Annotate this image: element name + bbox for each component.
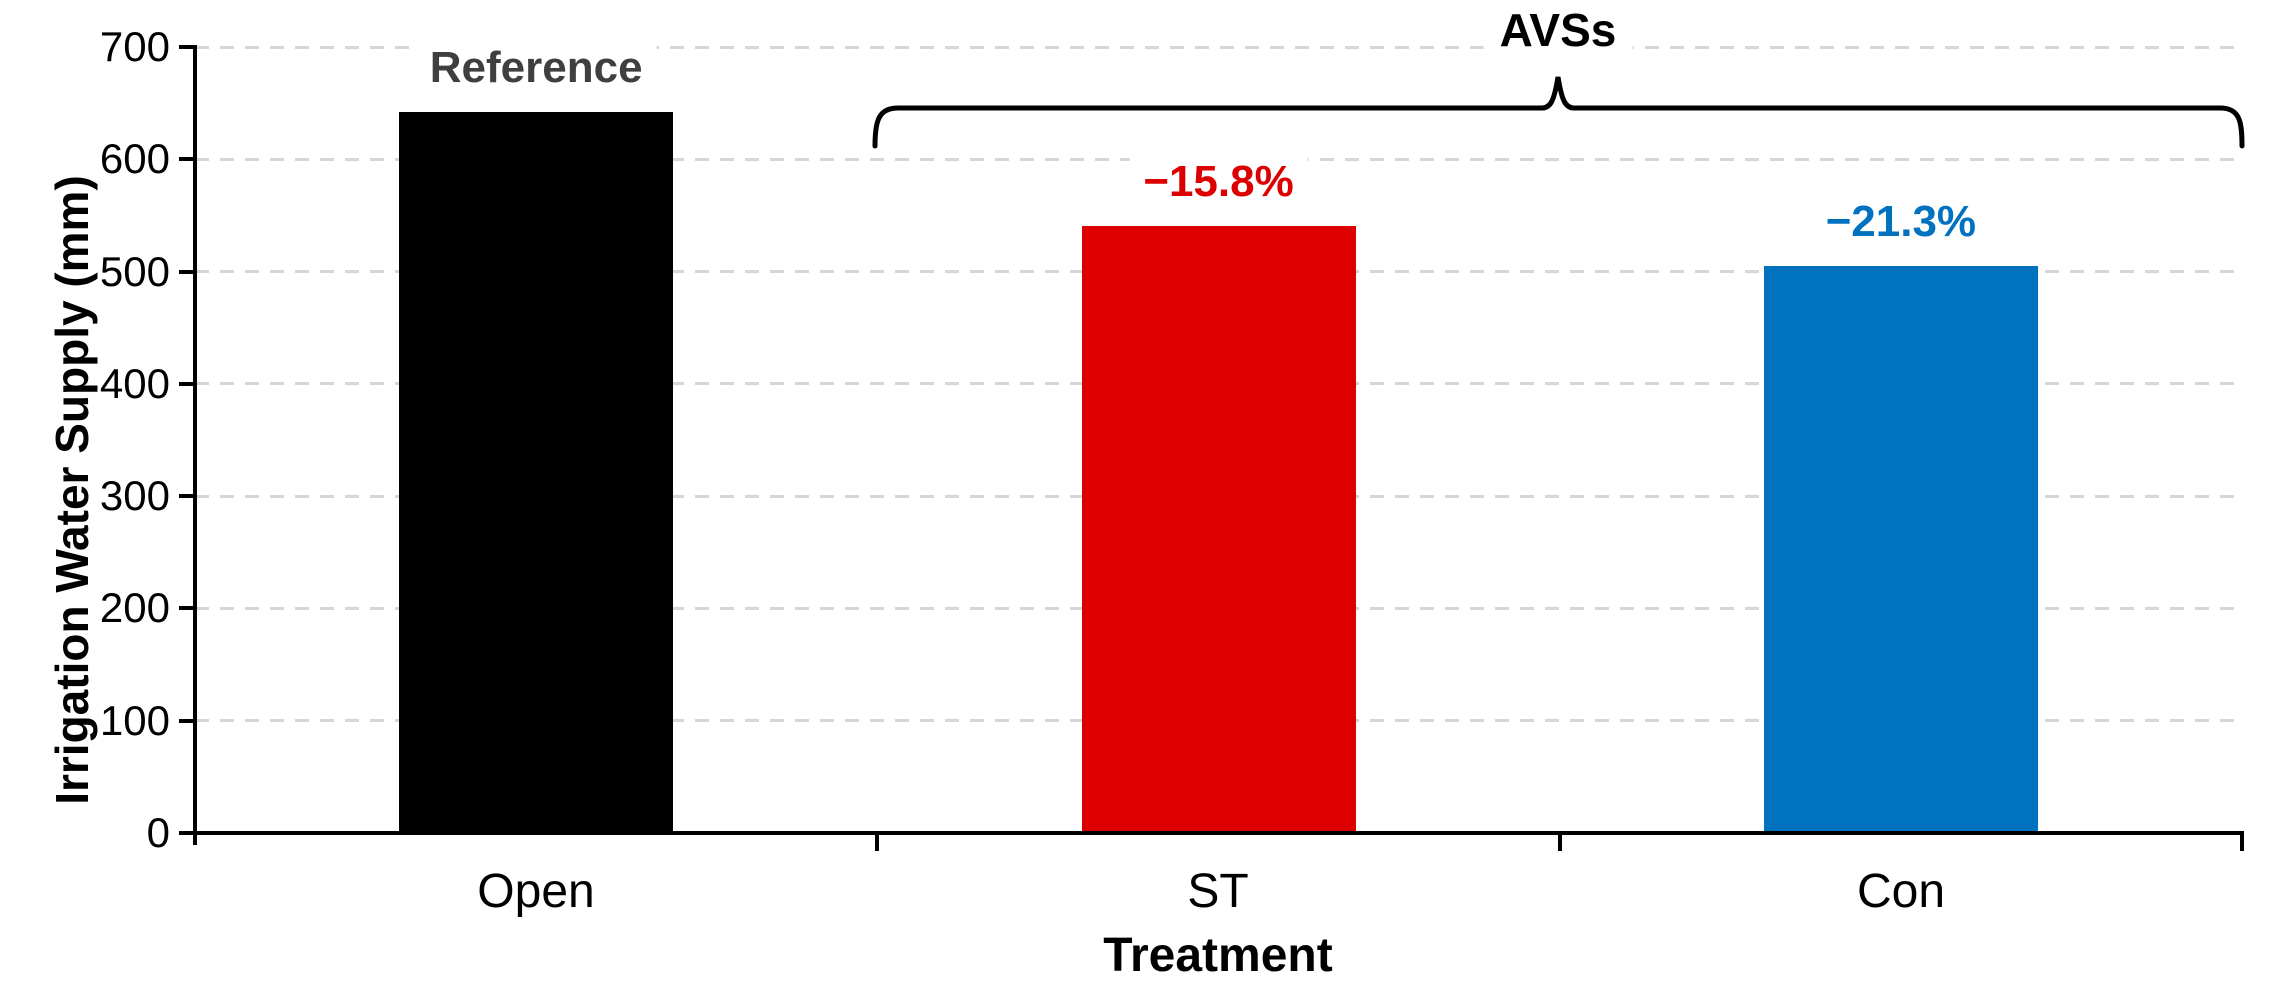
bar-con: [1763, 265, 2038, 833]
x-axis-tick: [2240, 831, 2244, 851]
x-category-label-st: ST: [1187, 865, 1249, 918]
y-axis-tick: [179, 269, 195, 274]
y-tick-label: 500: [99, 248, 170, 295]
group-annotation-label: AVSs: [1483, 2, 1633, 58]
y-axis: [193, 45, 197, 845]
y-axis-tick: [179, 45, 195, 49]
bar-st: [1081, 225, 1356, 833]
y-tick-label: 600: [99, 135, 170, 182]
y-axis-tick: [179, 718, 195, 723]
bar-annotation-con-percent: −21.3%: [1811, 193, 1991, 250]
y-tick-label: 300: [99, 472, 170, 519]
x-axis-tick: [875, 831, 880, 851]
y-tick-label: 100: [99, 697, 170, 744]
y-axis-tick: [179, 381, 195, 386]
x-axis: [193, 831, 2244, 835]
x-axis-tick: [1557, 831, 1562, 851]
bar-annotation-reference: Reference: [415, 40, 657, 97]
x-axis-title: Treatment: [1103, 929, 1333, 982]
y-tick-label: 200: [99, 584, 170, 631]
y-tick-label: 0: [146, 809, 170, 856]
y-axis-tick: [179, 606, 195, 611]
bar-annotation-st-percent: −15.8%: [1129, 153, 1308, 210]
y-tick-label: 700: [99, 23, 170, 70]
y-tick-label: 400: [99, 360, 170, 407]
y-axis-tick: [179, 157, 195, 162]
bar-open: [399, 112, 674, 833]
y-axis-tick: [179, 831, 195, 835]
x-category-label-con: Con: [1856, 865, 1946, 918]
gridline-700: [195, 45, 2242, 49]
y-axis-tick: [179, 494, 195, 499]
x-category-label-open: Open: [477, 865, 595, 918]
y-axis-title: Irrigation Water Supply (mm): [46, 175, 98, 805]
